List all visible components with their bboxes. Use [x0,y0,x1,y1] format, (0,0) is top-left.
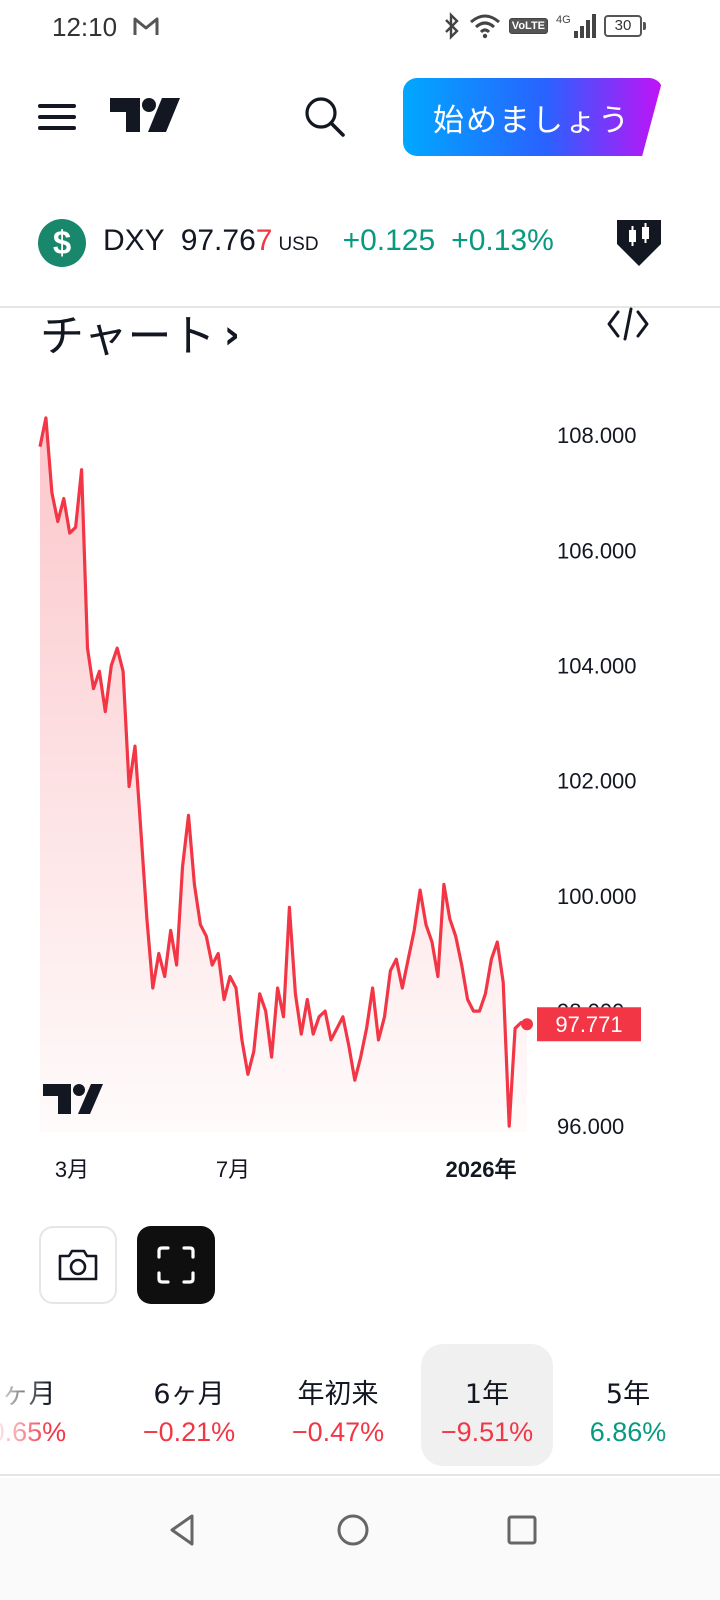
price-change-percent: +0.13% [451,224,554,257]
x-tick-label: 2026年 [446,1157,517,1182]
period-change: −0.47% [291,1417,385,1447]
menu-button[interactable] [38,104,76,130]
period-label: 1年 [464,1379,510,1410]
candlestick-badge-icon[interactable] [613,218,665,268]
price-chart[interactable]: 108.000106.000104.000102.000100.00098.00… [0,380,720,1200]
y-tick-label: 102.000 [557,769,637,794]
period-tab-5y[interactable]: 5年 6.86% [568,1344,688,1466]
currency-label: USD [278,234,319,255]
recents-icon[interactable] [498,1506,546,1554]
nav-divider [0,1474,720,1476]
embed-code-icon[interactable] [606,306,650,342]
price-change: +0.125 [342,224,436,257]
period-change: −0.21% [142,1417,236,1447]
last-price-digit: 7 [255,224,273,257]
period-label: 5年 [605,1379,651,1410]
volte-badge: VoLTE [508,18,548,34]
period-change: −9.51% [440,1417,534,1447]
tabs-fade-left [0,1344,50,1466]
battery-icon: 30 [604,15,646,37]
back-icon[interactable] [158,1506,206,1554]
chart-watermark-logo [43,1084,103,1114]
fullscreen-button[interactable] [137,1226,215,1304]
status-icons: VoLTE 4G 30 [443,12,646,40]
x-tick-label: 7月 [216,1157,250,1182]
last-price-dot [521,1018,533,1031]
fullscreen-icon [157,1246,195,1284]
dollar-icon: $ [38,219,86,267]
y-axis: 108.000106.000104.000102.000100.00098.00… [557,423,637,1139]
y-tick-label: 96.000 [557,1114,624,1139]
x-axis: 3月 7月 2026年 [55,1157,517,1182]
period-tabs: 3ヶ月 −0.65% 6ヶ月 −0.21% 年初来 −0.47% 1年 −9.5… [0,1344,720,1466]
chart-section-title: チャート [40,311,216,362]
period-label: 年初来 [297,1379,379,1410]
bluetooth-icon [444,12,459,40]
search-icon[interactable] [302,94,346,138]
chevron-right-icon: › [223,312,241,358]
system-nav-bar [0,1478,720,1600]
gmail-icon [133,17,159,35]
last-price-main: 97.76 [180,224,256,257]
status-bar: 12:10 VoLTE 4G 30 [0,0,720,56]
home-icon[interactable] [329,1506,377,1554]
snapshot-button[interactable] [39,1226,117,1304]
symbol-header: DXY 97.767 USD +0.125 +0.13% [103,224,570,258]
camera-icon [58,1249,98,1281]
period-tab-6m[interactable]: 6ヶ月 −0.21% [114,1344,264,1466]
menu-line [38,104,76,108]
last-price-tag-text: 97.771 [555,1012,622,1037]
get-started-button[interactable]: 始めましょう [403,78,663,156]
network-label: 4G [556,14,571,26]
tradingview-logo[interactable] [110,96,182,134]
period-tab-1y[interactable]: 1年 −9.51% [421,1344,553,1466]
status-time: 12:10 [52,12,118,42]
period-tab-ytd[interactable]: 年初来 −0.47% [264,1344,412,1466]
header-divider [0,306,720,308]
menu-line [38,115,76,119]
menu-line [38,126,76,130]
x-tick-label: 3月 [55,1157,89,1182]
last-price: 97.767 [181,224,273,258]
y-tick-label: 104.000 [557,654,637,679]
chart-section-link[interactable]: チャート › [40,300,240,364]
chart-price-line [38,416,528,1128]
period-label: 6ヶ月 [153,1379,225,1410]
y-tick-label: 106.000 [557,538,637,563]
last-price-tag: 97.771 [537,1007,641,1042]
signal-icon: 4G [556,14,596,38]
tabs-fade-right [660,1344,720,1466]
last-price-tag-bg [537,1007,641,1042]
y-tick-label: 100.000 [557,884,637,909]
period-change: 6.86% [589,1417,667,1447]
ticker-symbol: DXY [103,224,165,257]
wifi-icon [469,14,500,39]
chart-area-fill [40,417,527,1132]
y-tick-label: 108.000 [557,423,637,448]
